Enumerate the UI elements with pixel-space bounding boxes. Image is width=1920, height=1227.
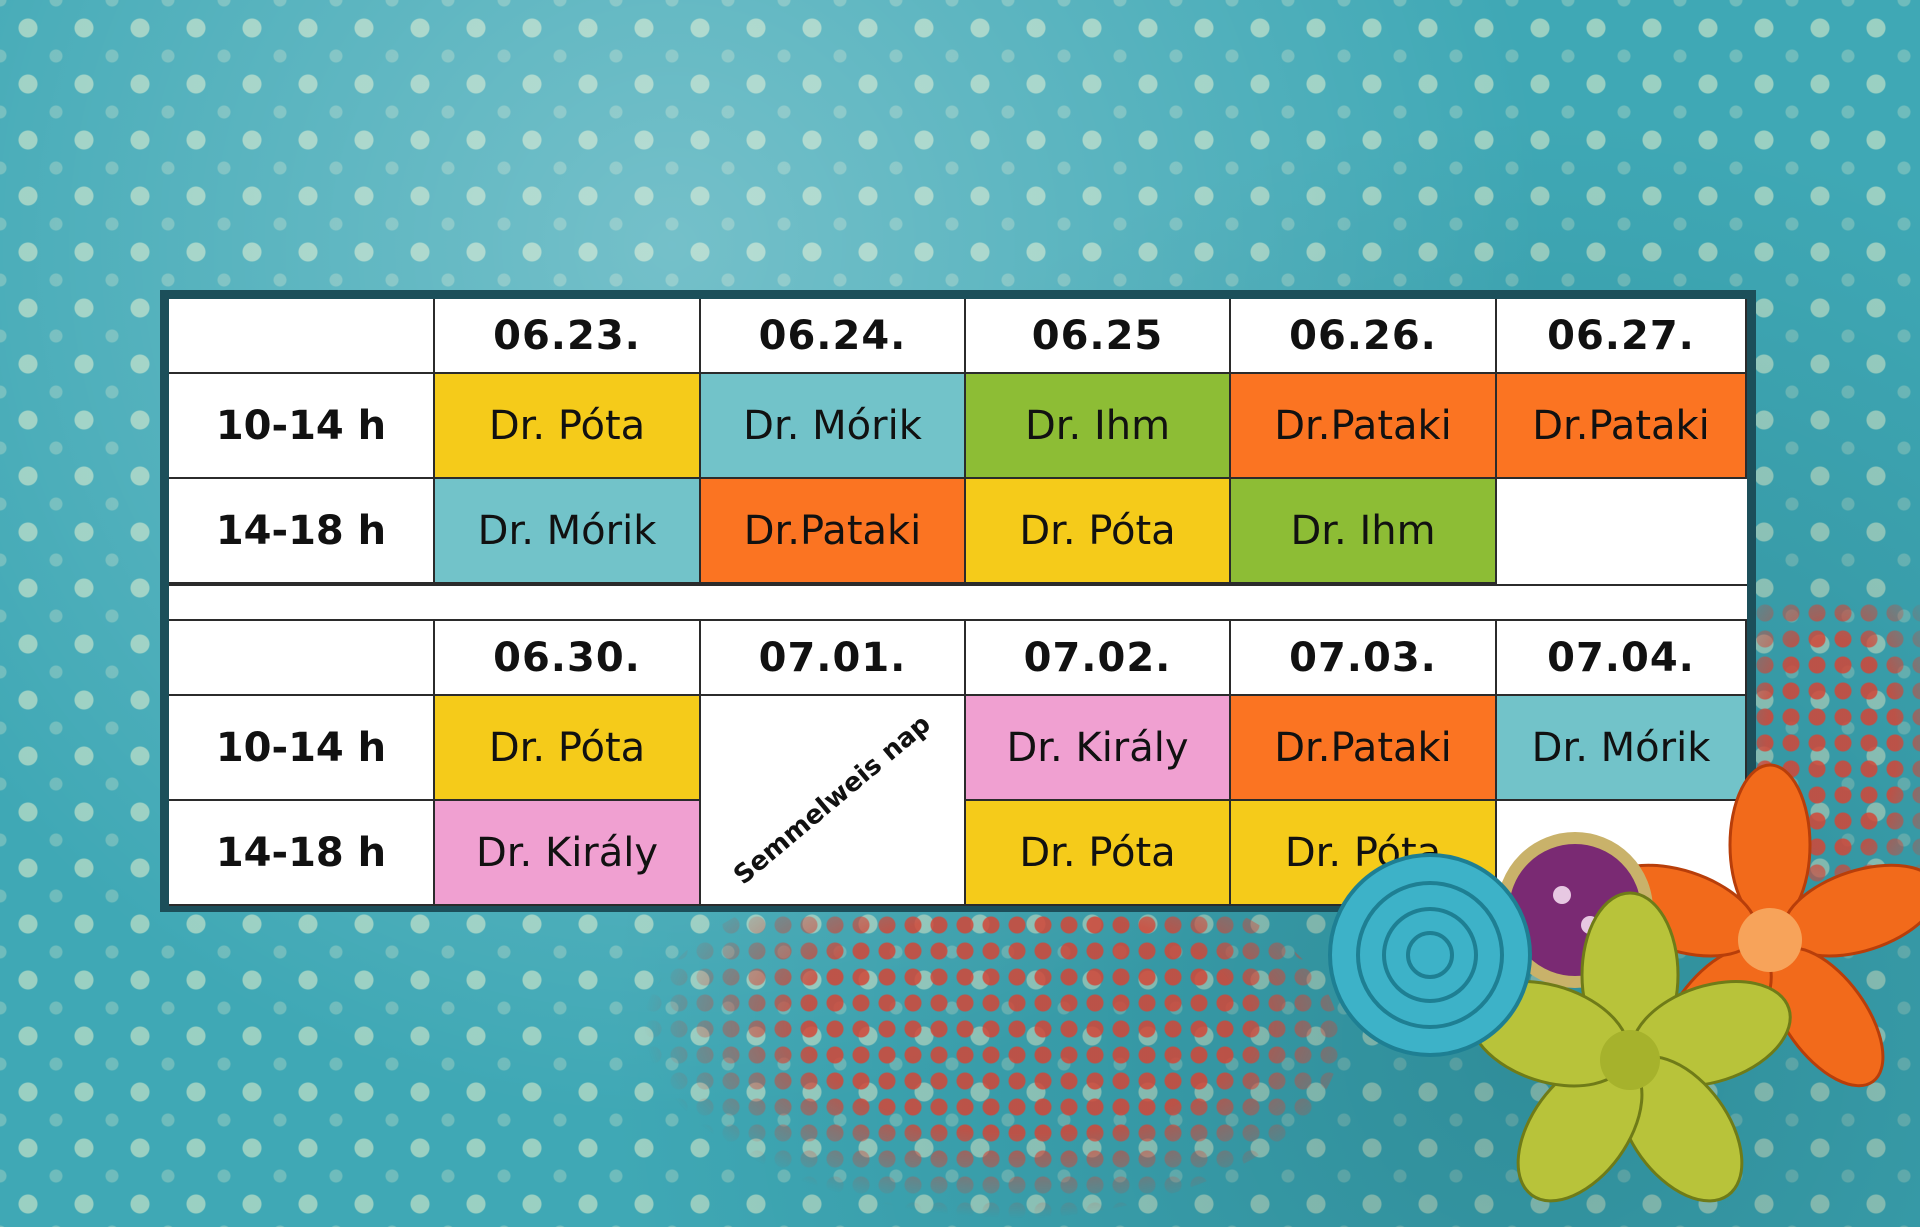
doctor-shift-cell: Dr. Ihm [966, 374, 1231, 479]
doctor-shift-cell: Dr. Póta [966, 479, 1231, 584]
orange-flower-icon [1601, 763, 1920, 1088]
date-header: 06.30. [435, 621, 701, 696]
date-header: 07.03. [1231, 621, 1497, 696]
doctor-shift-cell: Dr. Póta [435, 374, 701, 479]
date-header: 06.26. [1231, 299, 1497, 374]
time-slot-label: 10-14 h [169, 374, 435, 479]
doctor-shift-cell: Dr. Mórik [701, 374, 966, 479]
doctor-shift-cell: Dr. Póta [966, 801, 1231, 906]
blue-rose-icon [1328, 853, 1532, 1057]
week1-corner-cell [169, 299, 435, 374]
background-script-text: ​ [518, 40, 522, 80]
week-separator [169, 584, 1747, 621]
doctor-shift-cell: Dr. Király [435, 801, 701, 906]
doctor-shift-cell: Dr.Pataki [1497, 374, 1747, 479]
time-slot-label: 10-14 h [169, 696, 435, 801]
week2-corner-cell [169, 621, 435, 696]
date-header: 07.04. [1497, 621, 1747, 696]
time-slot-label: 14-18 h [169, 479, 435, 584]
doctor-shift-cell: Dr. Póta [435, 696, 701, 801]
empty-shift-cell [1497, 479, 1747, 584]
doctor-shift-cell: Dr.Pataki [1231, 696, 1497, 801]
doctor-shift-cell: Dr. Király [966, 696, 1231, 801]
date-header: 06.24. [701, 299, 966, 374]
doctor-shift-cell: Dr. Mórik [1497, 696, 1747, 801]
time-slot-label: 14-18 h [169, 801, 435, 906]
holiday-cell: Semmelweis nap [701, 696, 966, 906]
doctor-shift-cell: Dr.Pataki [701, 479, 966, 584]
doctor-shift-cell: Dr. Ihm [1231, 479, 1497, 584]
green-dotted-flower-icon [1468, 891, 1792, 1203]
holiday-note: Semmelweis nap [728, 709, 937, 891]
date-header: 07.02. [966, 621, 1231, 696]
doctor-shift-cell: Dr.Pataki [1231, 374, 1497, 479]
flower-embellishments [1328, 763, 1920, 1203]
date-header: 07.01. [701, 621, 966, 696]
red-dot-pattern [640, 860, 1340, 1220]
date-header: 06.27. [1497, 299, 1747, 374]
doctor-shift-cell: Dr. Mórik [435, 479, 701, 584]
date-header: 06.25 [966, 299, 1231, 374]
date-header: 06.23. [435, 299, 701, 374]
